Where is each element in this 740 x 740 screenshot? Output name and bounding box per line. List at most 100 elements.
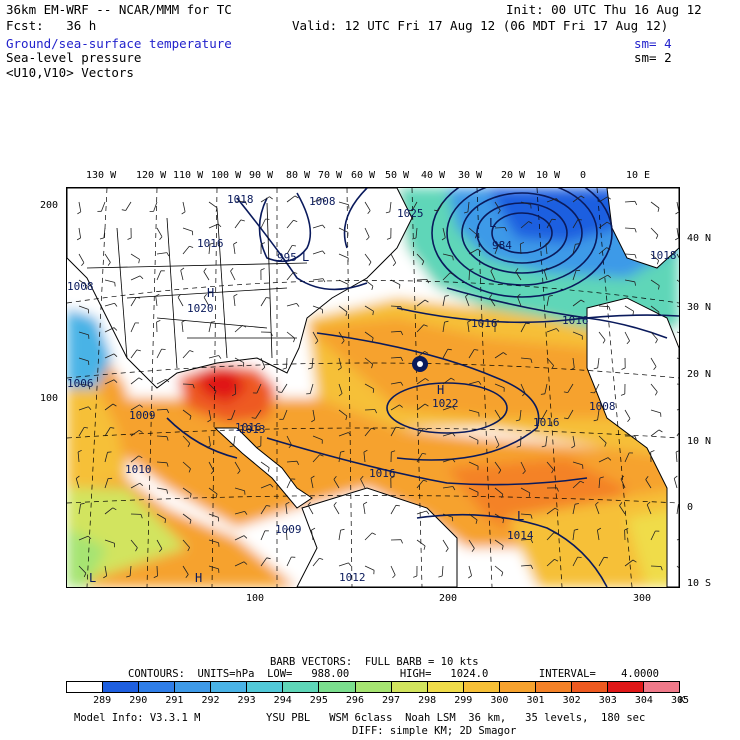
wind-barb-flag: [441, 237, 446, 241]
wind-barb: [312, 331, 319, 341]
wind-barb: [650, 357, 657, 367]
wind-barb-flag: [385, 211, 390, 214]
wind-barb: [338, 562, 349, 567]
wind-barb-flag: [372, 388, 375, 393]
pressure-label: 1009: [275, 523, 302, 536]
wind-barb: [156, 227, 163, 237]
wind-barb: [595, 504, 600, 515]
wind-barb-flag: [127, 237, 132, 240]
wind-barb-flag: [580, 299, 585, 303]
colorbar-swatch: [283, 682, 320, 692]
pressure-label: 1016: [197, 237, 224, 250]
wind-barb-flag: [522, 470, 526, 475]
wind-barb-flag: [423, 324, 428, 327]
wind-barb-flag: [231, 393, 236, 397]
colorbar-swatch: [175, 682, 212, 692]
wind-barb-flag: [203, 293, 207, 298]
wind-barb: [390, 565, 396, 576]
map-canvas: [67, 188, 679, 587]
wind-barb: [416, 253, 425, 262]
grid-label-left-200: 200: [40, 200, 59, 211]
wind-barb: [567, 383, 574, 393]
wind-barb: [468, 381, 479, 385]
colorbar-swatch: [644, 682, 680, 692]
wind-barb: [650, 331, 658, 340]
wind-barb-flag: [348, 562, 352, 567]
wind-barb: [546, 328, 557, 333]
wind-barb-flag: [571, 445, 576, 449]
wind-barb-flag: [501, 494, 504, 499]
latitude-label: 40 N: [687, 233, 712, 244]
wind-barb: [282, 409, 288, 420]
wind-barb: [676, 331, 679, 334]
wind-barb-flag: [136, 349, 141, 352]
wind-barb: [676, 305, 679, 308]
wind-barb: [104, 379, 115, 385]
pressure-label: 995: [277, 251, 297, 264]
wind-barb: [468, 513, 478, 521]
wind-barb-flag: [574, 503, 579, 505]
wind-barb-flag: [425, 378, 429, 382]
wind-barb: [156, 513, 166, 520]
wind-barb: [390, 279, 401, 285]
wind-barb: [416, 378, 426, 385]
forecast-map[interactable]: 1018 1008 1025 1016 995 1016 1020 984 1016 1016 10…: [66, 187, 680, 588]
wind-barb-flag: [230, 267, 234, 272]
wind-barb: [520, 538, 532, 541]
wind-barb: [519, 243, 522, 255]
wind-barb-flag: [599, 476, 604, 479]
wind-barb: [624, 227, 636, 229]
cyclone-marker[interactable]: [412, 356, 428, 372]
wind-barb-flag: [632, 311, 634, 316]
wind-barb: [489, 297, 496, 307]
wind-barb: [546, 357, 554, 366]
wind-barb: [619, 505, 626, 515]
wind-barb-flag: [621, 367, 626, 370]
wind-barb: [104, 253, 111, 263]
wind-barb-flag: [423, 428, 428, 431]
wind-barb: [567, 409, 574, 419]
wind-barb-flag: [269, 196, 273, 200]
longitude-label: 0: [580, 170, 587, 181]
wind-barb: [286, 195, 296, 203]
diffusion-config: DIFF: simple KM; 2D Smagor: [352, 725, 517, 737]
wind-barb-flag: [570, 367, 575, 371]
wind-barb-flag: [452, 256, 454, 261]
wind-barb: [182, 350, 190, 359]
wind-barb: [572, 357, 575, 368]
wind-barb: [416, 299, 426, 307]
wind-barb: [234, 561, 245, 567]
wind-barb: [77, 451, 80, 463]
wind-barb-flag: [367, 210, 371, 214]
wind-barb: [490, 270, 496, 281]
wind-barb-flag: [139, 482, 144, 487]
wind-barb: [78, 504, 81, 515]
wind-barb: [598, 247, 607, 255]
wind-barb-flag: [322, 198, 326, 202]
wind-barb: [416, 324, 425, 333]
wind-barb: [598, 331, 606, 341]
wind-barb-flag: [577, 219, 583, 221]
wind-barb: [676, 279, 679, 282]
wind-barb: [390, 356, 402, 359]
wind-barb-flag: [554, 507, 559, 511]
low-pressure-symbol: L: [302, 250, 310, 264]
wind-barb: [130, 404, 140, 411]
wind-barb: [598, 221, 608, 229]
colorbar-swatch: [463, 682, 500, 692]
wind-barb: [130, 455, 140, 463]
wind-barb: [572, 480, 581, 489]
wind-barb: [515, 271, 522, 281]
wind-barb: [156, 565, 158, 577]
wind-barb: [338, 201, 349, 206]
wind-barb-flag: [285, 501, 290, 505]
wind-barb: [546, 507, 556, 515]
wind-barb: [546, 198, 557, 203]
wind-barb-flag: [580, 480, 585, 484]
wind-barb: [494, 435, 500, 446]
wind-barb-flag: [136, 297, 141, 299]
wind-barb: [260, 297, 267, 307]
wind-barb: [468, 248, 478, 255]
wind-barb-flag: [165, 378, 170, 383]
wind-barb: [260, 530, 266, 541]
